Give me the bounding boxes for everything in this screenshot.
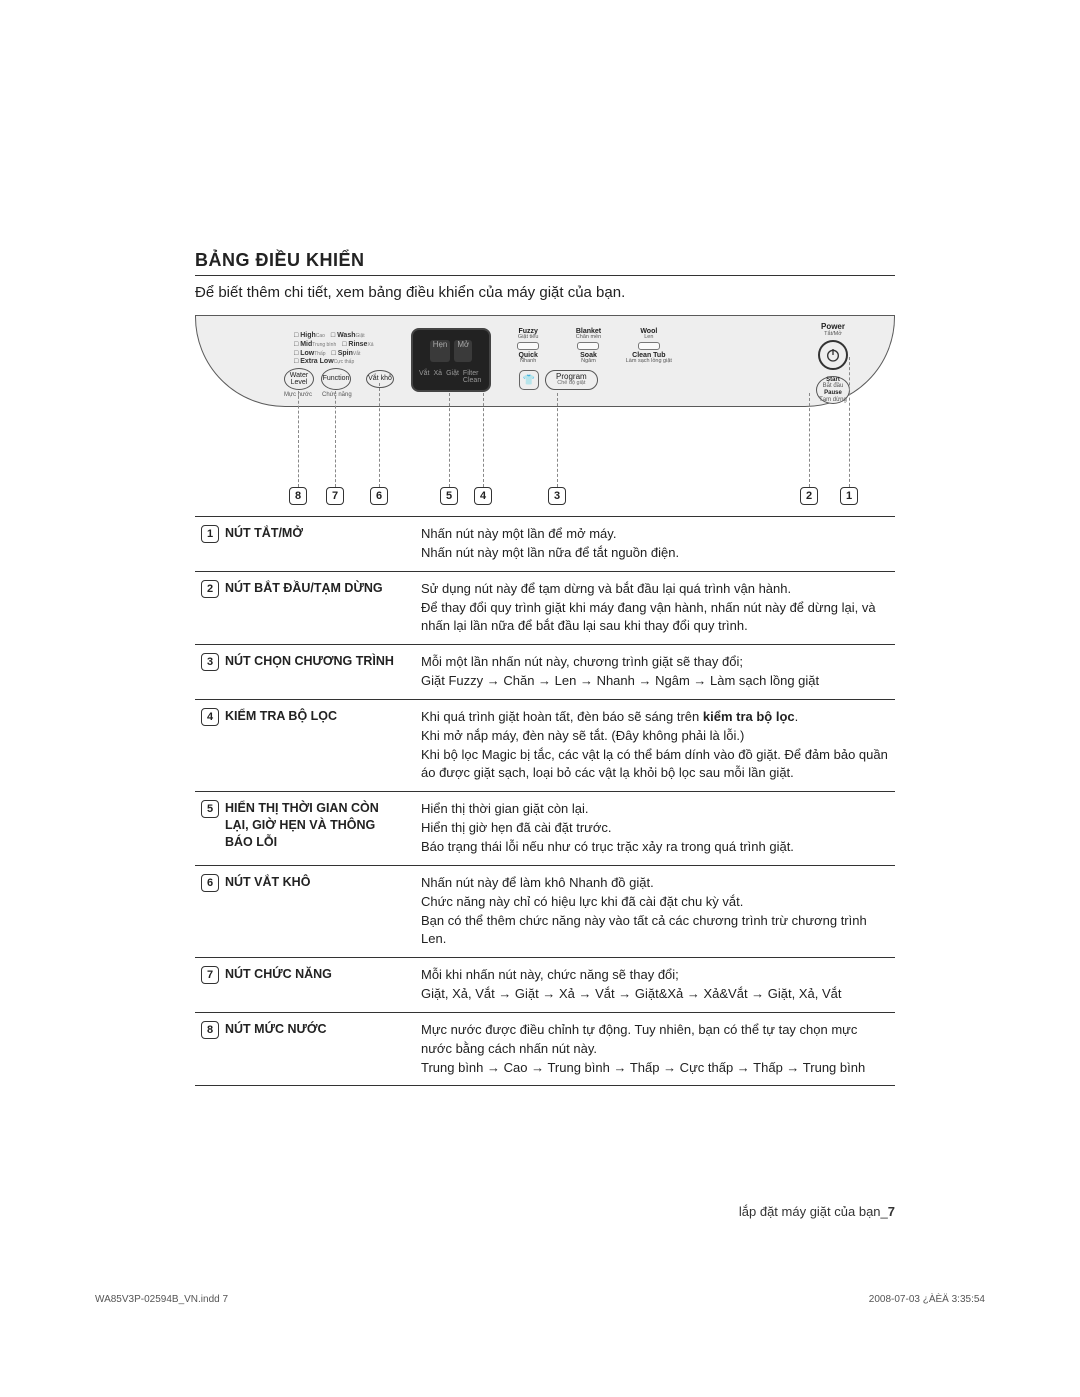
- def-row-3: 3NÚT CHỌN CHƯƠNG TRÌNHMỗi một lần nhấn n…: [195, 645, 895, 700]
- def-row-4: 4KIỂM TRA BỘ LỌCKhi quá trình giặt hoàn …: [195, 699, 895, 791]
- def-row-8: 8NÚT MỨC NƯỚCMực nước được điều chỉnh tự…: [195, 1012, 895, 1086]
- def-row-1: 1NÚT TẮT/MỞNhấn nút này một lần để mở má…: [195, 517, 895, 572]
- control-panel-diagram: HighCao WashGiặtMidTrung bình RinseXảLow…: [195, 315, 895, 510]
- callout-5: 5: [440, 487, 458, 505]
- definition-table: 1NÚT TẮT/MỞNhấn nút này một lần để mở má…: [195, 516, 895, 1086]
- section-title: BẢNG ĐIỀU KHIỂN: [195, 250, 895, 276]
- print-mark-right: 2008-07-03 ¿ÀÈÄ 3:35:54: [869, 1294, 985, 1305]
- intro-text: Để biết thêm chi tiết, xem bảng điều khi…: [195, 284, 895, 301]
- callout-6: 6: [370, 487, 388, 505]
- print-mark-left: WA85V3P-02594B_VN.indd 7: [95, 1294, 228, 1305]
- def-row-7: 7NÚT CHỨC NĂNGMỗi khi nhấn nút này, chức…: [195, 958, 895, 1013]
- def-row-2: 2NÚT BẮT ĐẦU/TẠM DỪNGSử dụng nút này để …: [195, 571, 895, 645]
- callout-3: 3: [548, 487, 566, 505]
- callout-2: 2: [800, 487, 818, 505]
- callout-8: 8: [289, 487, 307, 505]
- callout-7: 7: [326, 487, 344, 505]
- callout-4: 4: [474, 487, 492, 505]
- def-row-5: 5HIỂN THỊ THỜI GIAN CÒN LẠI, GIỜ HẸN VÀ …: [195, 792, 895, 866]
- callout-1: 1: [840, 487, 858, 505]
- footer-right: lắp đặt máy giặt của bạn_7: [739, 1204, 895, 1219]
- def-row-6: 6NÚT VẮT KHÔNhấn nút này để làm khô Nhan…: [195, 865, 895, 957]
